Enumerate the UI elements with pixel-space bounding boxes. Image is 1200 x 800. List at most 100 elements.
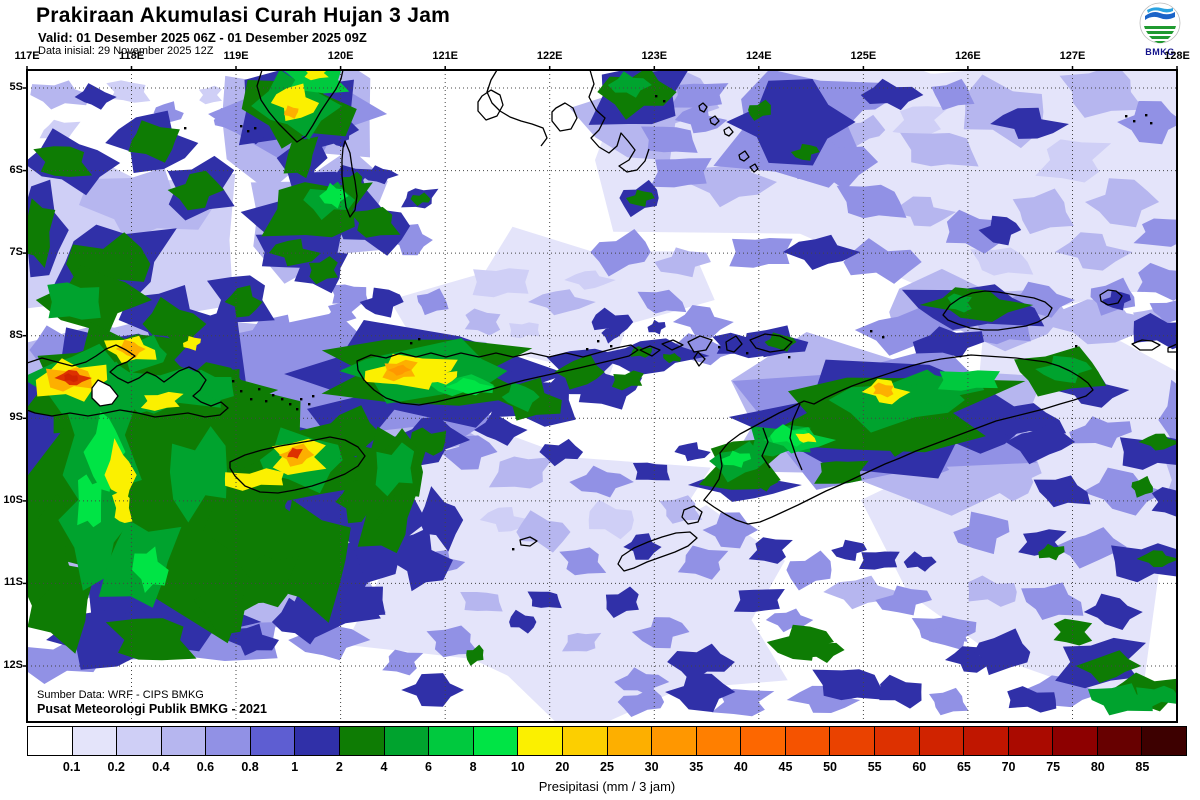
legend-value-2: 2 [335, 760, 343, 774]
precip-contour-blob [79, 167, 215, 242]
lon-label-117E: 117E [14, 50, 40, 62]
coastline-sumba-island [229, 436, 366, 494]
legend-value-0.4: 0.4 [152, 760, 170, 774]
coastline-semau-island [681, 505, 703, 525]
precip-contour-blob [408, 427, 447, 456]
lon-label-125E: 125E [850, 50, 877, 62]
legend-cell-23 [1053, 727, 1098, 755]
coastline-selayar-island [341, 140, 358, 218]
legend-value-0.8: 0.8 [241, 760, 259, 774]
precip-contour-blob [623, 533, 662, 560]
coastline-sumbawa-island [27, 344, 229, 418]
precip-contour-blob [1053, 618, 1093, 646]
precip-contour-blob [790, 143, 820, 161]
precip-contour-blob [670, 83, 729, 108]
precip-contour-blob [104, 438, 137, 510]
legend-value-10: 10 [510, 760, 525, 774]
precip-contour-blob [1158, 379, 1177, 448]
precip-contour-blob [304, 70, 329, 81]
precip-contour-blob [271, 597, 331, 645]
precip-contour-blob [1151, 487, 1177, 517]
precip-contour-blob [812, 82, 891, 120]
precip-contour-blob [632, 462, 670, 481]
precip-contour-blob [748, 99, 771, 121]
coastline-timor-border-1 [789, 403, 803, 471]
precip-contour-blob [341, 171, 363, 193]
legend-cell-7 [340, 727, 385, 755]
precip-contour-blob [1021, 582, 1084, 620]
precip-contour-blob [64, 373, 78, 383]
precip-contour-blob [711, 689, 775, 717]
legend-value-75: 75 [1046, 760, 1061, 774]
precip-contour-blob [947, 293, 972, 313]
precip-contour-blob [607, 71, 652, 98]
precip-contour-blob [860, 78, 924, 111]
precip-contour-blob [112, 492, 133, 523]
precip-contour-blob [27, 198, 56, 268]
precip-contour-blob [1131, 475, 1153, 498]
precip-contour-blob [1082, 467, 1166, 516]
legend-cell-18 [830, 727, 875, 755]
coastline-bone-gulf-east-coast [486, 70, 548, 147]
precip-contour-blob [1137, 262, 1177, 301]
precip-contour-blob [527, 591, 562, 609]
precip-contour-blob [185, 369, 234, 401]
legend-cell-12 [562, 727, 608, 755]
precip-contour-blob [416, 288, 449, 316]
legend-value-1: 1 [291, 760, 299, 774]
precip-contour-blob [554, 354, 605, 390]
precip-contour-blob [1088, 683, 1153, 716]
precip-contour-blob [976, 320, 1031, 345]
coastline-islet-3 [723, 126, 734, 137]
precip-contour-blob [590, 229, 651, 277]
precip-contour-blob [128, 120, 180, 163]
precip-contour-blob [270, 83, 320, 121]
lat-label-7S: 7S [9, 246, 23, 259]
coastline-buton-coast [588, 70, 650, 173]
coastline-lembata-tail [693, 351, 706, 367]
legend-cell-3 [161, 727, 207, 755]
precip-contour-blob [308, 256, 338, 285]
precip-contour-blob [516, 510, 571, 553]
legend-cell-25 [1142, 727, 1187, 755]
precip-contour-blob [401, 673, 464, 707]
precip-contour-blob [879, 674, 922, 709]
precip-contour-blob [382, 649, 424, 676]
precip-contour-blob [460, 592, 503, 612]
precip-contour-blob [440, 435, 498, 470]
precip-contour-blob [426, 625, 480, 658]
lon-label-118E: 118E [118, 50, 145, 62]
legend-cell-14 [652, 727, 697, 755]
precip-contour-blob [509, 322, 540, 339]
legend-cell-9 [429, 727, 474, 755]
precip-contour-blob [268, 238, 321, 267]
legend-cell-11 [518, 727, 563, 755]
legend-cell-1 [72, 727, 118, 755]
legend-cell-15 [696, 727, 742, 755]
precip-contour-blob [47, 282, 101, 320]
precip-contour-blob [786, 685, 861, 713]
precip-contour-blob [875, 585, 932, 616]
precip-contour-blob [937, 370, 1000, 391]
coastlines [27, 70, 1177, 572]
precip-contour-blob [1102, 290, 1131, 311]
lat-label-12S: 12S [3, 659, 23, 671]
precip-contour-blob [1035, 355, 1093, 384]
coastline-solor-island [639, 345, 661, 357]
legend-value-80: 80 [1090, 760, 1105, 774]
precip-contour-blob [539, 438, 584, 467]
lon-label-128E: 128E [1164, 50, 1190, 62]
precip-contour-blob [1085, 178, 1160, 228]
precip-contour-blob [410, 192, 431, 207]
legend-caption: Presipitasi (mm / 3 jam) [538, 779, 676, 794]
precip-contour-blob [786, 550, 832, 591]
precip-contour-blob [142, 296, 207, 350]
coastline-islet-4 [738, 150, 750, 162]
coastline-islet-1 [698, 102, 708, 113]
precip-contour-blob [388, 224, 433, 256]
lat-label-11S: 11S [4, 576, 23, 589]
island-specks [184, 95, 1153, 551]
legend-value-60: 60 [912, 760, 927, 774]
precip-contour-blob [795, 433, 817, 443]
